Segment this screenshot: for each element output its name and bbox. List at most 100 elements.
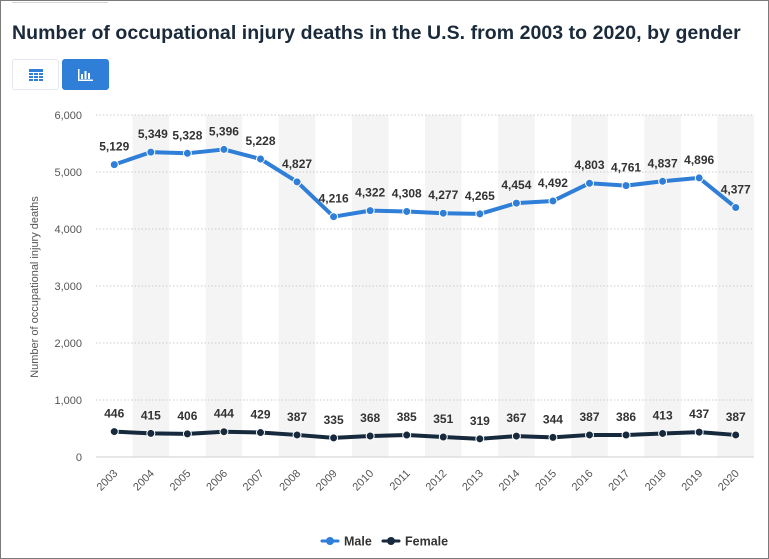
data-label: 4,454: [501, 178, 531, 192]
y-tick-label: 3,000: [54, 281, 82, 293]
data-point: [621, 181, 631, 191]
data-label: 4,761: [611, 161, 641, 175]
series-lines: [109, 144, 741, 444]
gridlines: [96, 114, 754, 458]
data-label: 351: [433, 412, 453, 426]
data-point: [256, 428, 265, 438]
data-label: 335: [324, 413, 344, 427]
data-label: 385: [397, 410, 417, 424]
data-label: 4,803: [574, 158, 604, 172]
series-line-female: [112, 429, 738, 441]
data-label: 4,492: [538, 176, 568, 190]
data-label: 446: [104, 407, 124, 421]
data-label: 5,349: [138, 127, 168, 141]
x-tick-label: 2011: [388, 468, 413, 493]
data-label: 4,265: [465, 189, 495, 203]
x-tick-label: 2015: [533, 468, 559, 494]
y-tick-label: 4,000: [54, 224, 82, 236]
x-axis-ticks: 2003 2004 2005 2006 2007 2008 2009 2010 2011 2012…: [95, 468, 742, 494]
x-tick-label: 2012: [424, 468, 450, 494]
x-tick-label: 2019: [679, 468, 705, 494]
data-point: [329, 212, 339, 222]
data-point: [182, 148, 192, 158]
series-line-male: [112, 147, 738, 219]
y-axis-label: Number of occupational injury deaths: [29, 196, 41, 378]
data-point: [256, 154, 265, 164]
data-point: [475, 209, 485, 219]
top-divider: [12, 2, 108, 3]
y-tick-label: 5,000: [54, 167, 82, 179]
legend-marker: [326, 537, 334, 545]
data-point: [658, 428, 668, 438]
data-label: 5,228: [245, 134, 275, 148]
x-tick-label: 2005: [168, 468, 194, 494]
data-label: 444: [214, 407, 234, 421]
x-tick-label: 2009: [314, 468, 340, 494]
x-tick-label: 2013: [460, 468, 486, 494]
data-point: [292, 430, 302, 440]
y-tick-label: 6,000: [54, 110, 82, 122]
data-label: 5,129: [99, 140, 129, 154]
x-tick-label: 2020: [716, 468, 742, 494]
bar-chart-icon: [78, 68, 93, 81]
data-label: 413: [653, 408, 673, 422]
data-label: 429: [250, 408, 270, 422]
chart-view-button[interactable]: [62, 59, 109, 90]
data-point: [731, 430, 741, 440]
y-tick-label: 1,000: [54, 395, 82, 407]
legend-label: Male: [344, 535, 372, 549]
data-label: 344: [543, 412, 563, 426]
table-view-button[interactable]: [12, 59, 59, 90]
data-point: [402, 206, 412, 216]
x-tick-label: 2010: [350, 468, 376, 494]
data-label: 4,322: [355, 186, 385, 200]
data-label: 387: [726, 410, 746, 424]
data-point: [475, 434, 485, 444]
y-tick-label: 2,000: [54, 338, 82, 350]
data-point: [511, 198, 521, 208]
data-point: [219, 144, 229, 154]
data-point: [402, 430, 412, 440]
data-point: [621, 430, 631, 440]
data-labels: 5,129 5,349 5,328 5,396 5,228 4,827 4,216 4,322…: [99, 124, 751, 427]
data-point: [365, 431, 375, 441]
data-label: 387: [287, 410, 307, 424]
data-point: [146, 147, 156, 157]
data-point: [585, 430, 594, 440]
data-point: [548, 432, 558, 442]
data-label: 4,837: [648, 156, 678, 170]
data-point: [219, 427, 229, 437]
data-label: 415: [141, 408, 161, 422]
y-tick-label: 0: [76, 452, 82, 464]
data-point: [365, 206, 375, 216]
data-label: 5,328: [172, 128, 202, 142]
data-label: 4,827: [282, 157, 312, 171]
data-label: 4,216: [319, 192, 349, 206]
data-point: [694, 427, 704, 437]
legend: Male Female: [320, 535, 448, 549]
data-point: [109, 427, 119, 437]
x-tick-label: 2006: [204, 468, 230, 494]
legend-marker: [387, 537, 395, 545]
data-label: 368: [360, 411, 380, 425]
x-tick-label: 2008: [277, 468, 303, 494]
x-tick-label: 2007: [241, 468, 267, 494]
data-label: 5,396: [209, 124, 239, 138]
data-label: 367: [506, 411, 526, 425]
x-tick-label: 2018: [643, 468, 669, 494]
data-label: 387: [579, 410, 599, 424]
chart-title: Number of occupational injury deaths in …: [12, 22, 741, 44]
data-label: 319: [470, 414, 490, 428]
data-label: 4,308: [392, 186, 422, 200]
y-axis-ticks: 0 1,000 2,000 3,000 4,000 5,000 6,000: [54, 110, 82, 464]
data-point: [329, 433, 339, 443]
legend-label: Female: [405, 535, 448, 549]
data-point: [109, 160, 119, 170]
data-point: [731, 203, 741, 213]
table-grid-icon: [28, 68, 43, 81]
data-point: [694, 173, 704, 183]
data-label: 406: [177, 409, 197, 423]
x-tick-label: 2014: [497, 468, 523, 494]
data-label: 4,377: [721, 183, 751, 197]
data-point: [511, 431, 521, 441]
